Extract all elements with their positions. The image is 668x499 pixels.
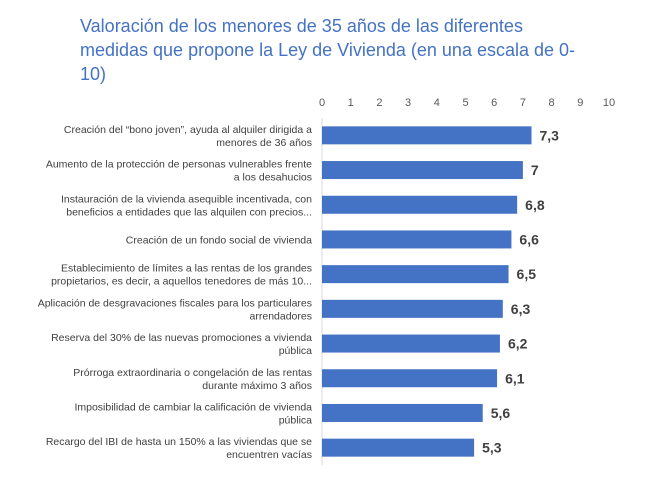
data-label: 5,3 xyxy=(482,440,502,456)
category-label: Aplicación de desgravaciones fiscales pa… xyxy=(38,297,312,309)
bar xyxy=(322,403,483,422)
category-label: Establecimiento de límites a las rentas … xyxy=(61,263,312,275)
x-tick-label: 2 xyxy=(376,97,382,109)
category-label: Reserva del 30% de las nuevas promocione… xyxy=(51,332,312,344)
bar xyxy=(322,334,500,353)
x-tick-label: 1 xyxy=(348,97,354,109)
category-label: Aumento de la protección de personas vul… xyxy=(46,159,312,171)
x-tick-label: 4 xyxy=(434,97,440,109)
category-label: Instauración de la vivienda asequible in… xyxy=(61,193,312,205)
bar xyxy=(322,265,509,284)
bar xyxy=(322,369,498,388)
category-label: Prórroga extraordinaria o congelación de… xyxy=(73,367,312,379)
category-label: pública xyxy=(279,414,312,426)
x-tick-label: 5 xyxy=(462,97,468,109)
bar xyxy=(322,195,518,214)
category-label: pública xyxy=(279,345,312,357)
category-label: Creación de un fondo social de vivienda xyxy=(126,234,312,246)
bar xyxy=(322,299,503,318)
category-label: encuentren vacías xyxy=(226,449,312,461)
bar xyxy=(322,230,512,249)
bar xyxy=(322,438,475,457)
bar xyxy=(322,126,532,145)
category-label: Imposibilidad de cambiar la calificación… xyxy=(74,401,312,413)
category-label: propietarios, es decir, a aquellos tened… xyxy=(51,276,312,288)
chart-title: Valoración de los menores de 35 años de … xyxy=(80,16,576,84)
data-label: 6,2 xyxy=(508,336,528,352)
category-label: Creación del “bono joven”, ayuda al alqu… xyxy=(64,124,312,136)
category-label: menores de 36 años xyxy=(216,137,312,149)
data-label: 6,6 xyxy=(519,231,539,247)
x-tick-label: 6 xyxy=(491,97,497,109)
category-label: a los desahucios xyxy=(234,172,312,184)
x-tick-label: 0 xyxy=(319,97,325,109)
data-label: 5,6 xyxy=(491,405,511,421)
data-label: 6,1 xyxy=(505,370,525,386)
x-tick-label: 3 xyxy=(405,97,411,109)
x-tick-label: 10 xyxy=(603,97,615,109)
category-label: arrendadores xyxy=(250,310,312,322)
x-tick-label: 8 xyxy=(549,97,555,109)
bar xyxy=(322,161,523,180)
data-label: 7,3 xyxy=(540,127,560,143)
x-tick-label: 9 xyxy=(577,97,583,109)
data-label: 6,5 xyxy=(517,266,537,282)
category-label: Recargo del IBI de hasta un 150% a las v… xyxy=(46,436,312,448)
data-label: 7 xyxy=(531,162,539,178)
category-label: durante máximo 3 años xyxy=(202,380,312,392)
data-label: 6,3 xyxy=(511,301,531,317)
data-label: 6,8 xyxy=(525,197,545,213)
category-label: beneficios a entidades que las alquilen … xyxy=(66,206,312,218)
x-tick-label: 7 xyxy=(520,97,526,109)
